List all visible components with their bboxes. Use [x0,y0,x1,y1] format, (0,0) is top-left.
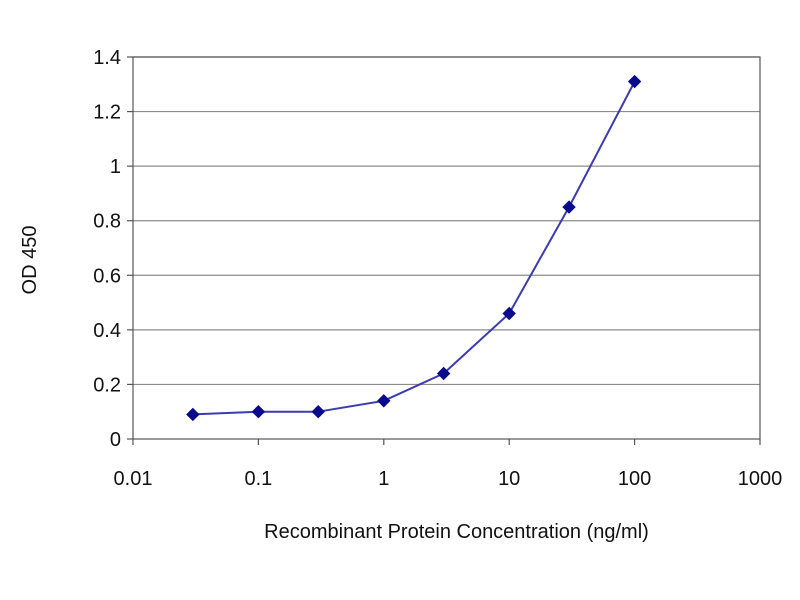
data-point-7 [627,74,642,89]
plot-area [132,56,761,440]
series-line-0 [192,81,636,416]
series [186,74,642,422]
y-tick-label-3: 0.6 [93,265,121,287]
y-tick-label-6: 1.2 [93,102,121,124]
axis-ticks [127,56,761,445]
x-tick-label-5: 1000 [738,468,783,490]
y-tick-label-1: 0.2 [93,374,121,396]
data-point-2 [311,405,325,419]
y-tick-label-7: 1.4 [93,47,121,69]
x-tick-label-3: 10 [498,468,520,490]
grid-lines [133,56,760,386]
x-axis-title: Recombinant Protein Concentration (ng/ml… [264,521,649,543]
x-tick-label-4: 100 [618,468,651,490]
x-tick-label-1: 0.1 [244,468,272,490]
y-tick-label-2: 0.4 [93,320,121,342]
data-point-0 [186,407,200,422]
data-point-6 [562,200,576,214]
x-axis-tick-labels: 0.01 0.1 1 10 100 1000 [114,468,783,490]
y-tick-label-0: 0 [110,429,121,451]
x-tick-label-2: 1 [378,468,389,490]
data-point-5 [502,306,516,321]
data-point-1 [251,405,266,419]
x-tick-label-0: 0.01 [114,468,153,490]
y-tick-label-4: 0.8 [93,211,121,233]
data-point-4 [436,366,451,381]
y-axis-title: OD 450 [19,226,41,295]
data-point-3 [377,394,391,408]
y-tick-label-5: 1 [110,156,121,178]
y-axis-tick-labels: 0 0.2 0.4 0.6 0.8 1 1.2 1.4 [93,47,121,451]
